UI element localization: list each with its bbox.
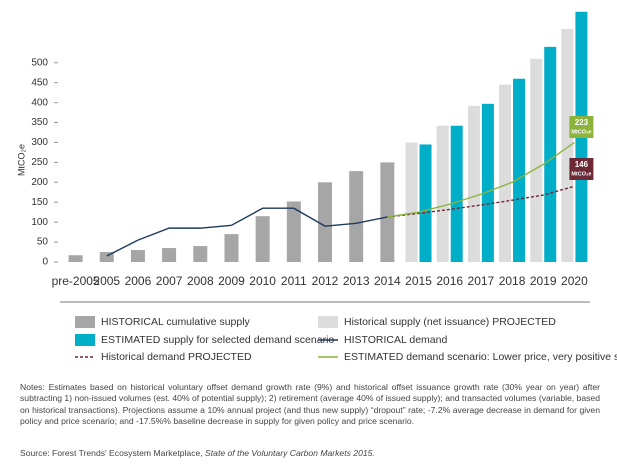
legend-label: HISTORICAL cumulative supply — [101, 316, 251, 328]
bar — [68, 255, 83, 262]
bar — [224, 234, 239, 262]
x-tick-label: 2010 — [249, 274, 276, 288]
source: Source: Forest Trends' Ecosystem Marketp… — [20, 448, 375, 458]
bar — [318, 182, 332, 262]
y-tick-label: 450 — [31, 77, 48, 88]
bar — [130, 250, 145, 262]
bar — [286, 201, 301, 262]
bar — [349, 171, 364, 262]
source-title: State of the Voluntary Carbon Markets 20… — [205, 448, 375, 458]
y-tick-label: 50 — [37, 237, 49, 248]
bar — [436, 125, 449, 262]
bar — [405, 142, 418, 262]
x-tick-label: 2011 — [281, 274, 307, 288]
annotation-value: 223 — [575, 118, 589, 127]
x-tick-label: pre-2005 — [52, 274, 100, 288]
annotation-box — [569, 116, 594, 138]
source-text: Source: Forest Trends' Ecosystem Marketp… — [20, 448, 206, 458]
bar — [380, 162, 395, 262]
chart: MtCO₂e 0 50 100 150 200 250 300 350 400 450 500 pre… — [16, 11, 617, 363]
x-tick-label: 2012 — [312, 274, 339, 288]
legend-swatch — [318, 316, 338, 328]
x-tick-label: 2018 — [499, 274, 526, 288]
y-tick-label: 350 — [31, 117, 48, 128]
legend-swatch — [75, 316, 95, 328]
x-tick-label: 2014 — [374, 274, 401, 288]
x-tick-label: 2008 — [187, 274, 214, 288]
annotation-unit: MtCO₂e — [571, 129, 591, 135]
annotation-box — [569, 158, 594, 180]
legend-label: Historical supply (net issuance) PROJECT… — [344, 316, 556, 328]
x-tick-label: 2020 — [561, 274, 588, 288]
legend-swatch — [75, 334, 95, 346]
y-axis-label: MtCO₂e — [16, 144, 26, 176]
x-tick-label: 2017 — [468, 274, 495, 288]
x-tick-label: 2019 — [530, 274, 557, 288]
line — [387, 141, 575, 218]
bar — [419, 144, 432, 262]
bar — [513, 78, 526, 262]
bar — [99, 252, 114, 262]
annotation-unit: MtCO₂e — [571, 171, 591, 177]
y-tick-label: 250 — [31, 157, 48, 168]
annotation-value: 146 — [575, 160, 589, 169]
bar — [544, 46, 557, 262]
bar — [162, 248, 177, 262]
bar — [499, 84, 512, 262]
legend-label: ESTIMATED demand scenario: Lower price, … — [344, 351, 617, 363]
bar — [561, 28, 574, 262]
notes: Notes: Estimates based on historical vol… — [20, 382, 600, 426]
x-tick-label: 2015 — [405, 274, 432, 288]
x-tick-label: 2006 — [125, 274, 152, 288]
x-tick-label: 2007 — [156, 274, 183, 288]
bar — [193, 246, 208, 262]
y-tick-label: 300 — [31, 137, 48, 148]
bar — [530, 58, 543, 262]
bar — [481, 103, 494, 262]
x-tick-label: 2009 — [218, 274, 245, 288]
y-tick-label: 0 — [42, 257, 48, 268]
legend-label: HISTORICAL demand — [344, 334, 447, 346]
line — [106, 207, 388, 257]
y-tick-label: 100 — [31, 217, 48, 228]
y-tick-label: 500 — [31, 57, 48, 68]
y-tick-label: 150 — [31, 197, 48, 208]
line — [387, 185, 575, 218]
legend-label: Historical demand PROJECTED — [101, 351, 252, 363]
bar — [467, 105, 480, 262]
bar — [450, 125, 463, 262]
y-tick-label: 200 — [31, 177, 48, 188]
y-tick-label: 400 — [31, 97, 48, 108]
x-tick-label: 2005 — [93, 274, 120, 288]
legend-label: ESTIMATED supply for selected demand sce… — [101, 334, 334, 346]
bar — [255, 216, 270, 262]
x-tick-label: 2016 — [436, 274, 463, 288]
x-tick-label: 2013 — [343, 274, 370, 288]
